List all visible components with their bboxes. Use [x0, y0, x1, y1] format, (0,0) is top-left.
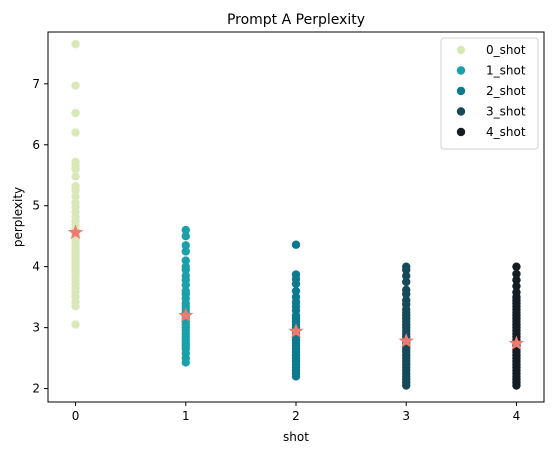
data-point-0_shot — [71, 302, 80, 311]
data-point-3_shot — [402, 265, 411, 274]
x-axis-label: shot — [283, 430, 309, 444]
data-point-1_shot — [181, 358, 190, 367]
legend: 0_shot 1_shot 2_shot 3_shot 4_shot — [440, 37, 539, 150]
data-point-2_shot — [291, 372, 301, 381]
data-point-2_shot — [291, 279, 301, 288]
data-point-0_shot — [71, 164, 80, 174]
data-point-4_shot — [512, 275, 521, 285]
legend-marker-4_shot — [456, 127, 466, 137]
y-axis-label: perplexity — [11, 187, 25, 247]
legend-label: 3_shot — [486, 105, 526, 119]
mean-markers — [67, 224, 525, 350]
x-tick-label: 1 — [182, 409, 190, 423]
data-point-3_shot — [402, 381, 411, 390]
y-tick-label: 7 — [32, 77, 40, 91]
data-point-0_shot — [71, 128, 80, 137]
data-point-0_shot — [71, 186, 80, 195]
mean-star-marker — [508, 335, 525, 350]
data-point-0_shot — [71, 81, 80, 90]
x-tick-label: 2 — [292, 409, 300, 423]
data-point-1_shot — [181, 247, 190, 256]
mean-star-marker — [398, 333, 414, 348]
legend-marker-1_shot — [456, 66, 466, 75]
data-point-0_shot — [71, 39, 80, 49]
data-point-4_shot — [512, 269, 521, 279]
y-tick-label: 6 — [32, 138, 40, 152]
x-tick-label: 3 — [402, 409, 410, 423]
legend-label: 2_shot — [486, 84, 526, 98]
data-point-2_shot — [291, 286, 301, 296]
legend-label: 1_shot — [486, 64, 526, 78]
data-point-1_shot — [181, 265, 190, 274]
data-point-3_shot — [402, 289, 411, 299]
y-tick-label: 3 — [32, 321, 40, 335]
legend-label: 4_shot — [486, 125, 526, 139]
data-point-2_shot — [291, 240, 301, 249]
data-point-1_shot — [181, 241, 190, 250]
data-point-0_shot — [71, 192, 80, 201]
legend-box — [440, 37, 539, 150]
legend-marker-0_shot — [456, 45, 466, 55]
data-point-0_shot — [71, 320, 80, 329]
data-point-0_shot — [71, 172, 80, 181]
data-point-4_shot — [512, 262, 521, 271]
y-tick-label: 4 — [32, 260, 40, 274]
mean-star-marker — [67, 224, 84, 240]
x-tick-label: 0 — [72, 409, 80, 423]
data-point-4_shot — [512, 281, 521, 291]
data-point-3_shot — [402, 277, 411, 287]
y-tick-label: 2 — [32, 382, 40, 396]
y-tick-label: 5 — [32, 199, 40, 213]
x-tick-label: 4 — [513, 409, 521, 423]
mean-star-marker — [178, 307, 194, 322]
data-point-1_shot — [181, 280, 190, 290]
legend-marker-3_shot — [456, 107, 466, 116]
mean-star-marker — [288, 323, 304, 338]
data-point-1_shot — [181, 225, 190, 235]
data-point-1_shot — [181, 256, 190, 265]
chart-title: Prompt A Perplexity — [227, 12, 365, 28]
data-point-0_shot — [71, 108, 80, 118]
legend-label: 0_shot — [486, 43, 526, 57]
data-point-4_shot — [512, 381, 521, 390]
data-point-1_shot — [181, 232, 190, 241]
x-axis-ticks: 0 1 2 3 4 — [72, 402, 521, 423]
data-point-3_shot — [402, 271, 411, 281]
y-axis-ticks: 2 3 4 5 6 7 — [32, 77, 48, 396]
legend-marker-2_shot — [456, 86, 466, 96]
